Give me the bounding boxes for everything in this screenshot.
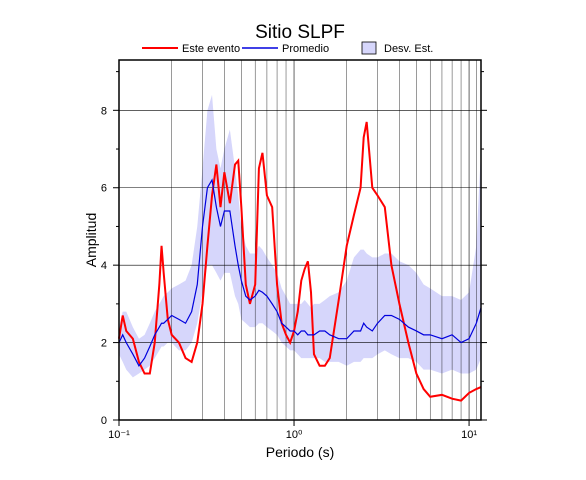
series-line	[118, 121, 482, 402]
std-band	[119, 94, 481, 378]
y-tick-label: 4	[101, 260, 107, 272]
series-line	[118, 178, 482, 367]
y-tick-label: 6	[101, 183, 107, 195]
y-tick-label: 0	[101, 415, 107, 427]
x-axis-label: Periodo (s)	[266, 444, 334, 460]
legend-swatch	[361, 41, 377, 55]
plot-frame	[118, 59, 482, 421]
legend-label: Desv. Est.	[384, 43, 433, 55]
y-axis-label: Amplitud	[83, 213, 99, 267]
x-tick-label: 10⁻¹	[108, 429, 130, 441]
x-tick-label: 10⁰	[286, 429, 303, 441]
chart-title: Sitio SLPF	[255, 22, 345, 43]
legend-label: Este evento	[182, 43, 240, 55]
legend-label: Promedio	[282, 43, 329, 55]
x-tick-label: 10¹	[461, 429, 477, 441]
y-tick-label: 2	[101, 338, 107, 350]
y-tick-label: 8	[101, 105, 107, 117]
